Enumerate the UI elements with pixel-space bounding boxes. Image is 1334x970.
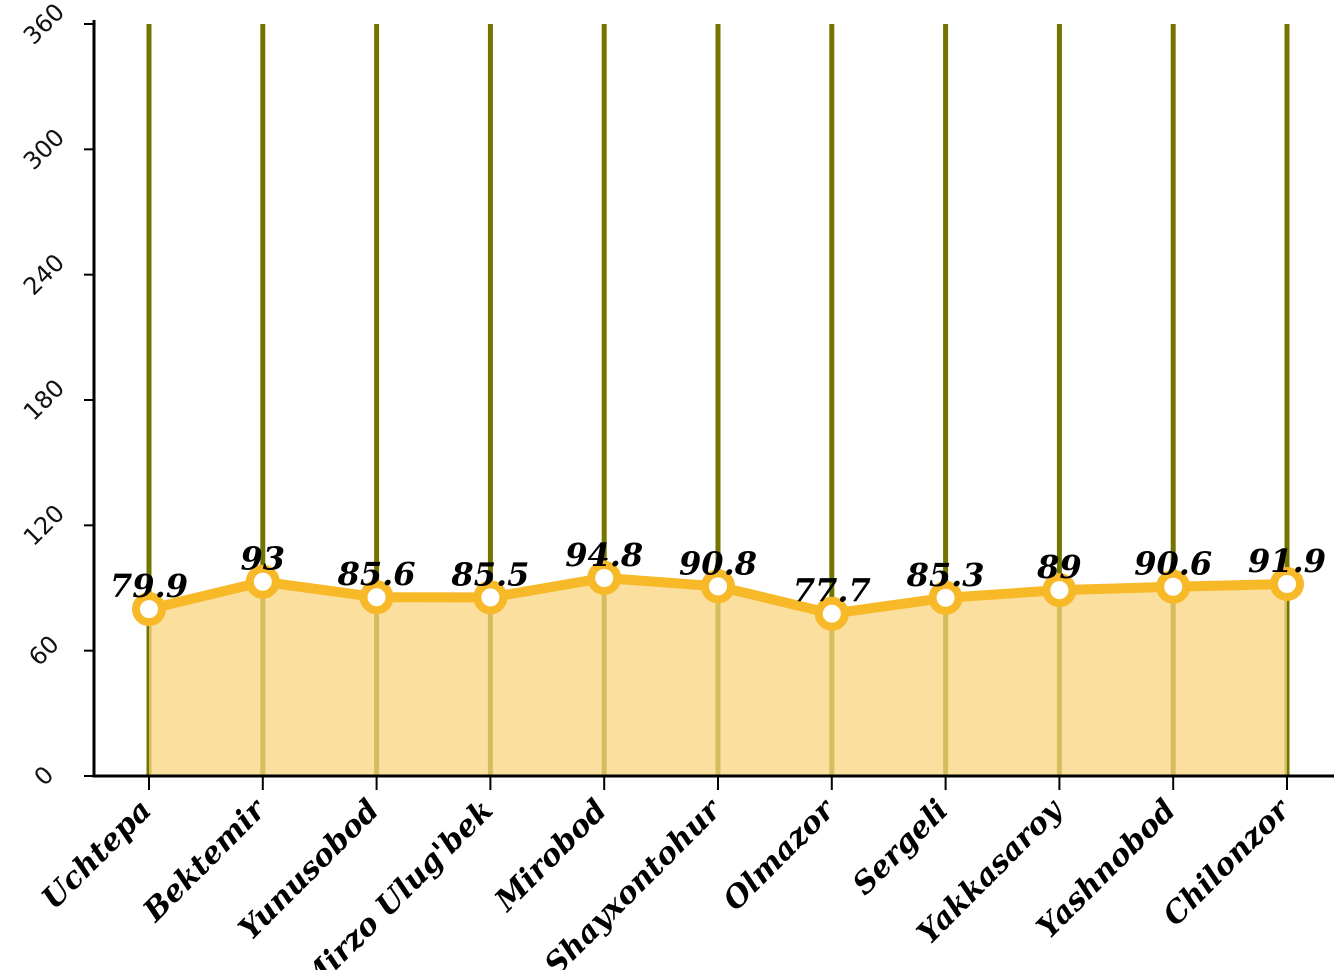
data-label: 85.3 xyxy=(906,556,985,594)
data-labels: 79.9 93 85.6 85.5 94.8 90.8 77.7 85.3 89 90.6 91.9 xyxy=(110,536,1326,610)
data-label: 77.7 xyxy=(793,572,871,610)
data-point-0 xyxy=(132,592,166,627)
y-tick-label: 180 xyxy=(18,374,70,426)
y-tick-label: 120 xyxy=(18,499,70,551)
area-fill xyxy=(149,577,1287,776)
data-label: 90.6 xyxy=(1134,545,1212,583)
data-label: 94.8 xyxy=(565,536,643,574)
data-label: 91.9 xyxy=(1248,542,1326,580)
data-point-8 xyxy=(1042,573,1077,608)
area-series xyxy=(147,572,1288,776)
y-tick-label: 0 xyxy=(29,761,60,792)
data-point-2 xyxy=(359,580,394,615)
data-label: 85.6 xyxy=(337,555,416,593)
x-tick-label: Mirzo Ulug'bek xyxy=(292,793,500,970)
data-points xyxy=(132,560,1304,631)
data-label: 89 xyxy=(1036,548,1082,586)
data-point-1 xyxy=(245,564,280,599)
x-tick-label: Sergeli xyxy=(846,793,955,902)
data-point-6 xyxy=(814,596,849,631)
data-label: 93 xyxy=(241,540,286,578)
data-point-4 xyxy=(587,560,622,595)
data-point-5 xyxy=(701,569,735,604)
data-label: 90.8 xyxy=(679,544,757,582)
data-label: 79.9 xyxy=(110,567,188,605)
data-point-10 xyxy=(1270,567,1304,602)
y-tick-label: 360 xyxy=(18,0,70,50)
x-tick-label: Olmazor xyxy=(717,791,843,917)
y-tick-label: 300 xyxy=(18,123,70,175)
data-point-7 xyxy=(928,580,963,615)
data-point-9 xyxy=(1156,569,1191,604)
y-tick-label: 60 xyxy=(23,630,64,671)
data-label: 85.5 xyxy=(450,555,529,593)
y-axis-ticks: 0 60 120 180 240 300 360 xyxy=(18,0,94,791)
y-tick-label: 240 xyxy=(18,249,70,301)
x-tick-label: Uchtepa xyxy=(35,793,158,916)
data-point-3 xyxy=(473,580,508,615)
